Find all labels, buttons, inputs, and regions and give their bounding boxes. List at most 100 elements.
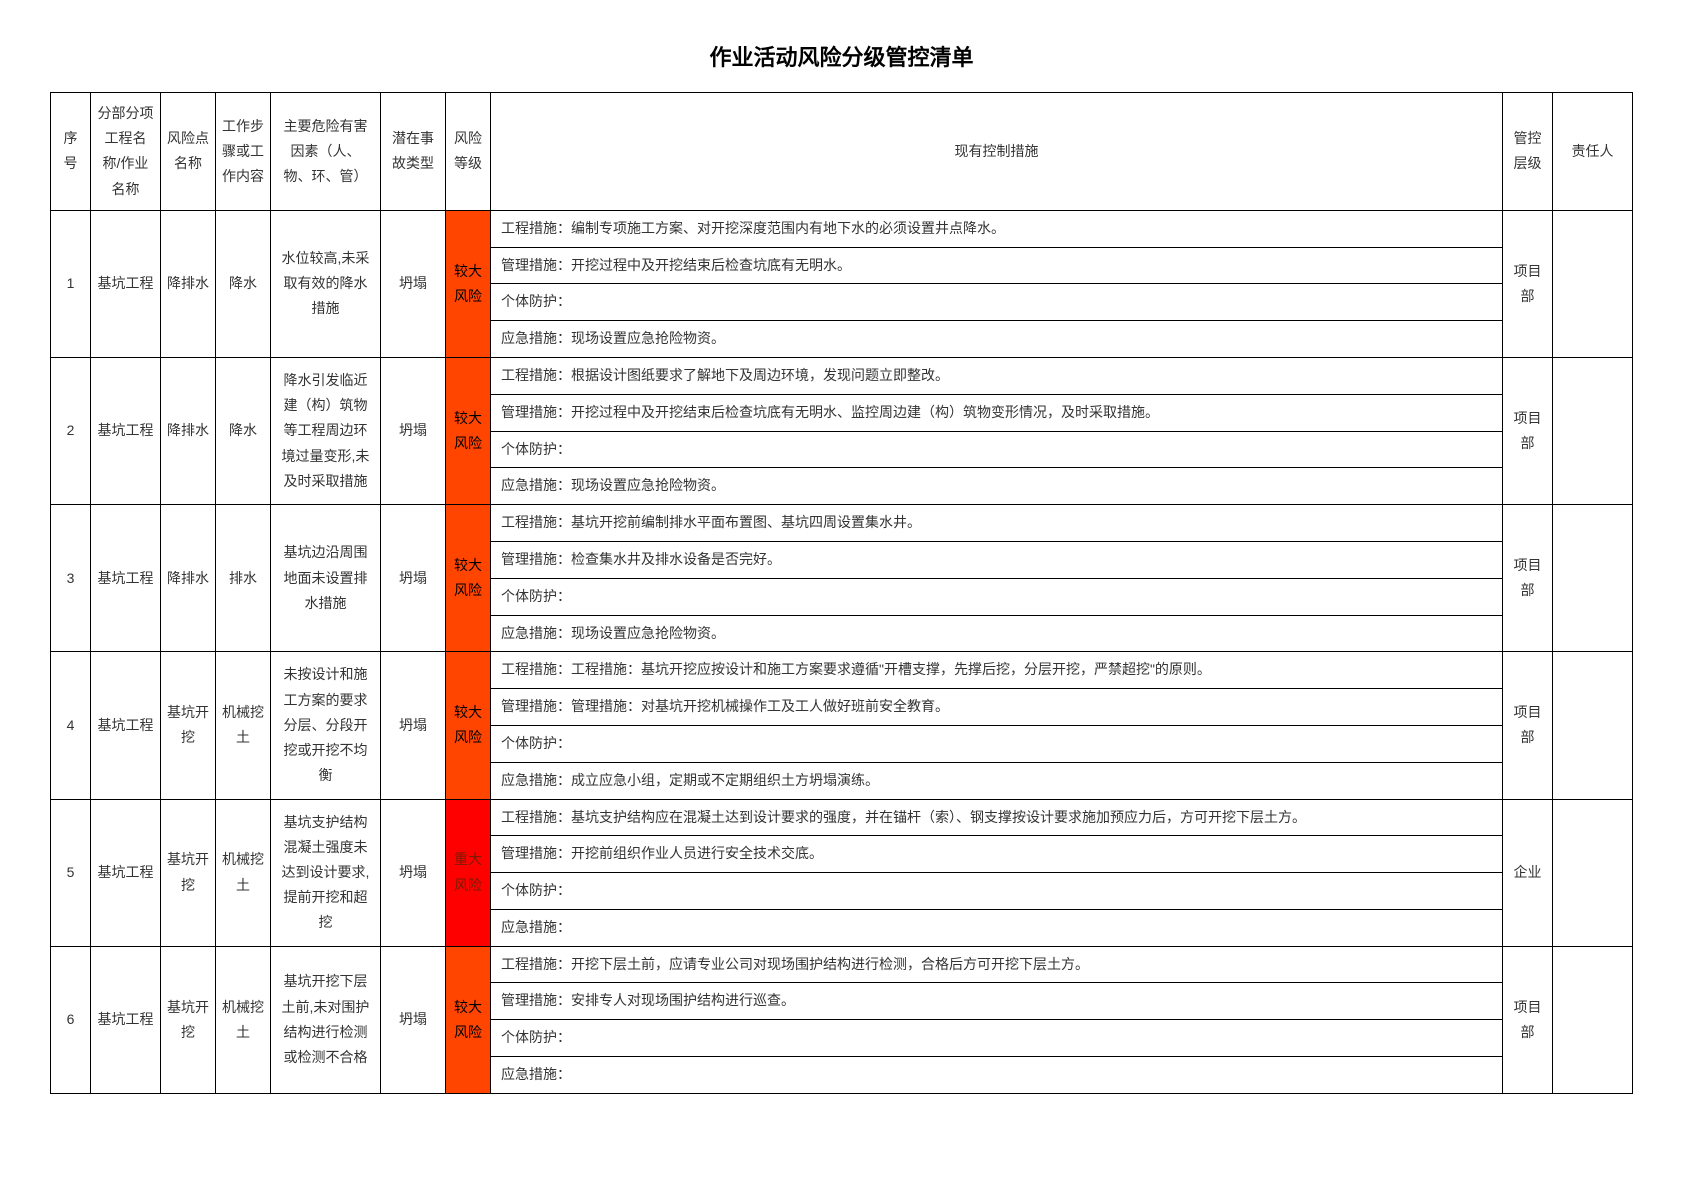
table-row: 4基坑工程基坑开挖机械挖土未按设计和施工方案的要求分层、分段开挖或开挖不均衡坍塌… bbox=[51, 652, 1633, 799]
cell-person bbox=[1553, 946, 1633, 1093]
measure-line: 应急措施： bbox=[491, 910, 1502, 946]
cell-risk-level: 较大风险 bbox=[446, 946, 491, 1093]
cell-riskpoint: 降排水 bbox=[161, 505, 216, 652]
cell-accident: 坍塌 bbox=[381, 652, 446, 799]
measure-line: 应急措施：现场设置应急抢险物资。 bbox=[491, 616, 1502, 652]
header-person: 责任人 bbox=[1553, 93, 1633, 211]
cell-risk-level: 重大风险 bbox=[446, 799, 491, 946]
cell-project: 基坑工程 bbox=[91, 505, 161, 652]
table-row: 5基坑工程基坑开挖机械挖土基坑支护结构混凝土强度未达到设计要求,提前开挖和超挖坍… bbox=[51, 799, 1633, 946]
cell-riskpoint: 基坑开挖 bbox=[161, 652, 216, 799]
measure-line: 应急措施： bbox=[491, 1057, 1502, 1093]
measure-line: 工程措施：基坑支护结构应在混凝土达到设计要求的强度，并在锚杆（索）、钢支撑按设计… bbox=[491, 800, 1502, 837]
cell-riskpoint: 降排水 bbox=[161, 357, 216, 504]
cell-hazard: 基坑边沿周围地面未设置排水措施 bbox=[271, 505, 381, 652]
cell-measures: 工程措施：根据设计图纸要求了解地下及周边环境，发现问题立即整改。管理措施：开挖过… bbox=[491, 357, 1503, 504]
cell-seq: 3 bbox=[51, 505, 91, 652]
cell-person bbox=[1553, 799, 1633, 946]
cell-hazard: 基坑开挖下层土前,未对围护结构进行检测或检测不合格 bbox=[271, 946, 381, 1093]
measure-line: 应急措施：现场设置应急抢险物资。 bbox=[491, 321, 1502, 357]
header-riskpoint: 风险点名称 bbox=[161, 93, 216, 211]
cell-seq: 2 bbox=[51, 357, 91, 504]
cell-project: 基坑工程 bbox=[91, 799, 161, 946]
cell-hazard: 水位较高,未采取有效的降水措施 bbox=[271, 210, 381, 357]
measure-line: 个体防护： bbox=[491, 1020, 1502, 1057]
cell-accident: 坍塌 bbox=[381, 210, 446, 357]
table-row: 2基坑工程降排水降水降水引发临近建（构）筑物等工程周边环境过量变形,未及时采取措… bbox=[51, 357, 1633, 504]
cell-measures: 工程措施：开挖下层土前，应请专业公司对现场围护结构进行检测，合格后方可开挖下层土… bbox=[491, 946, 1503, 1093]
header-control: 管控层级 bbox=[1503, 93, 1553, 211]
measure-line: 应急措施：成立应急小组，定期或不定期组织土方坍塌演练。 bbox=[491, 763, 1502, 799]
cell-step: 机械挖土 bbox=[216, 652, 271, 799]
risk-control-table: 序号 分部分项工程名称/作业名称 风险点名称 工作步骤或工作内容 主要危险有害因… bbox=[50, 92, 1633, 1094]
cell-hazard: 未按设计和施工方案的要求分层、分段开挖或开挖不均衡 bbox=[271, 652, 381, 799]
cell-step: 降水 bbox=[216, 357, 271, 504]
cell-measures: 工程措施：编制专项施工方案、对开挖深度范围内有地下水的必须设置井点降水。管理措施… bbox=[491, 210, 1503, 357]
cell-risk-level: 较大风险 bbox=[446, 652, 491, 799]
measure-line: 工程措施：基坑开挖前编制排水平面布置图、基坑四周设置集水井。 bbox=[491, 505, 1502, 542]
cell-accident: 坍塌 bbox=[381, 357, 446, 504]
cell-risk-level: 较大风险 bbox=[446, 357, 491, 504]
page-title: 作业活动风险分级管控清单 bbox=[50, 40, 1633, 72]
measure-line: 个体防护： bbox=[491, 726, 1502, 763]
cell-seq: 1 bbox=[51, 210, 91, 357]
cell-step: 排水 bbox=[216, 505, 271, 652]
measure-line: 工程措施：工程措施：基坑开挖应按设计和施工方案要求遵循"开槽支撑，先撑后挖，分层… bbox=[491, 652, 1502, 689]
cell-person bbox=[1553, 505, 1633, 652]
cell-riskpoint: 基坑开挖 bbox=[161, 799, 216, 946]
cell-seq: 4 bbox=[51, 652, 91, 799]
cell-accident: 坍塌 bbox=[381, 799, 446, 946]
measure-line: 管理措施：开挖前组织作业人员进行安全技术交底。 bbox=[491, 836, 1502, 873]
measure-line: 管理措施：开挖过程中及开挖结束后检查坑底有无明水、监控周边建（构）筑物变形情况，… bbox=[491, 395, 1502, 432]
table-row: 6基坑工程基坑开挖机械挖土基坑开挖下层土前,未对围护结构进行检测或检测不合格坍塌… bbox=[51, 946, 1633, 1093]
cell-step: 机械挖土 bbox=[216, 799, 271, 946]
cell-step: 降水 bbox=[216, 210, 271, 357]
table-row: 1基坑工程降排水降水水位较高,未采取有效的降水措施坍塌较大风险工程措施：编制专项… bbox=[51, 210, 1633, 357]
measure-line: 管理措施：管理措施：对基坑开挖机械操作工及工人做好班前安全教育。 bbox=[491, 689, 1502, 726]
cell-control-level: 企业 bbox=[1503, 799, 1553, 946]
cell-project: 基坑工程 bbox=[91, 357, 161, 504]
measure-line: 工程措施：根据设计图纸要求了解地下及周边环境，发现问题立即整改。 bbox=[491, 358, 1502, 395]
cell-measures: 工程措施：基坑支护结构应在混凝土达到设计要求的强度，并在锚杆（索）、钢支撑按设计… bbox=[491, 799, 1503, 946]
cell-accident: 坍塌 bbox=[381, 946, 446, 1093]
cell-risk-level: 较大风险 bbox=[446, 505, 491, 652]
cell-control-level: 项目部 bbox=[1503, 210, 1553, 357]
cell-measures: 工程措施：工程措施：基坑开挖应按设计和施工方案要求遵循"开槽支撑，先撑后挖，分层… bbox=[491, 652, 1503, 799]
cell-accident: 坍塌 bbox=[381, 505, 446, 652]
cell-seq: 6 bbox=[51, 946, 91, 1093]
cell-control-level: 项目部 bbox=[1503, 652, 1553, 799]
cell-control-level: 项目部 bbox=[1503, 357, 1553, 504]
measure-line: 工程措施：开挖下层土前，应请专业公司对现场围护结构进行检测，合格后方可开挖下层土… bbox=[491, 947, 1502, 984]
cell-hazard: 降水引发临近建（构）筑物等工程周边环境过量变形,未及时采取措施 bbox=[271, 357, 381, 504]
header-measures: 现有控制措施 bbox=[491, 93, 1503, 211]
header-step: 工作步骤或工作内容 bbox=[216, 93, 271, 211]
cell-person bbox=[1553, 652, 1633, 799]
header-hazard: 主要危险有害因素（人、物、环、管） bbox=[271, 93, 381, 211]
cell-person bbox=[1553, 210, 1633, 357]
measure-line: 个体防护： bbox=[491, 873, 1502, 910]
cell-riskpoint: 降排水 bbox=[161, 210, 216, 357]
measure-line: 管理措施：安排专人对现场围护结构进行巡查。 bbox=[491, 983, 1502, 1020]
header-accident: 潜在事故类型 bbox=[381, 93, 446, 211]
table-row: 3基坑工程降排水排水基坑边沿周围地面未设置排水措施坍塌较大风险工程措施：基坑开挖… bbox=[51, 505, 1633, 652]
header-seq: 序号 bbox=[51, 93, 91, 211]
measure-line: 工程措施：编制专项施工方案、对开挖深度范围内有地下水的必须设置井点降水。 bbox=[491, 211, 1502, 248]
cell-person bbox=[1553, 357, 1633, 504]
measure-line: 个体防护： bbox=[491, 432, 1502, 469]
cell-riskpoint: 基坑开挖 bbox=[161, 946, 216, 1093]
cell-seq: 5 bbox=[51, 799, 91, 946]
table-header-row: 序号 分部分项工程名称/作业名称 风险点名称 工作步骤或工作内容 主要危险有害因… bbox=[51, 93, 1633, 211]
cell-hazard: 基坑支护结构混凝土强度未达到设计要求,提前开挖和超挖 bbox=[271, 799, 381, 946]
measure-line: 管理措施：开挖过程中及开挖结束后检查坑底有无明水。 bbox=[491, 248, 1502, 285]
measure-line: 应急措施：现场设置应急抢险物资。 bbox=[491, 468, 1502, 504]
cell-control-level: 项目部 bbox=[1503, 946, 1553, 1093]
cell-project: 基坑工程 bbox=[91, 652, 161, 799]
cell-control-level: 项目部 bbox=[1503, 505, 1553, 652]
cell-project: 基坑工程 bbox=[91, 946, 161, 1093]
cell-project: 基坑工程 bbox=[91, 210, 161, 357]
measure-line: 管理措施：检查集水井及排水设备是否完好。 bbox=[491, 542, 1502, 579]
measure-line: 个体防护： bbox=[491, 284, 1502, 321]
cell-measures: 工程措施：基坑开挖前编制排水平面布置图、基坑四周设置集水井。管理措施：检查集水井… bbox=[491, 505, 1503, 652]
measure-line: 个体防护： bbox=[491, 579, 1502, 616]
cell-step: 机械挖土 bbox=[216, 946, 271, 1093]
